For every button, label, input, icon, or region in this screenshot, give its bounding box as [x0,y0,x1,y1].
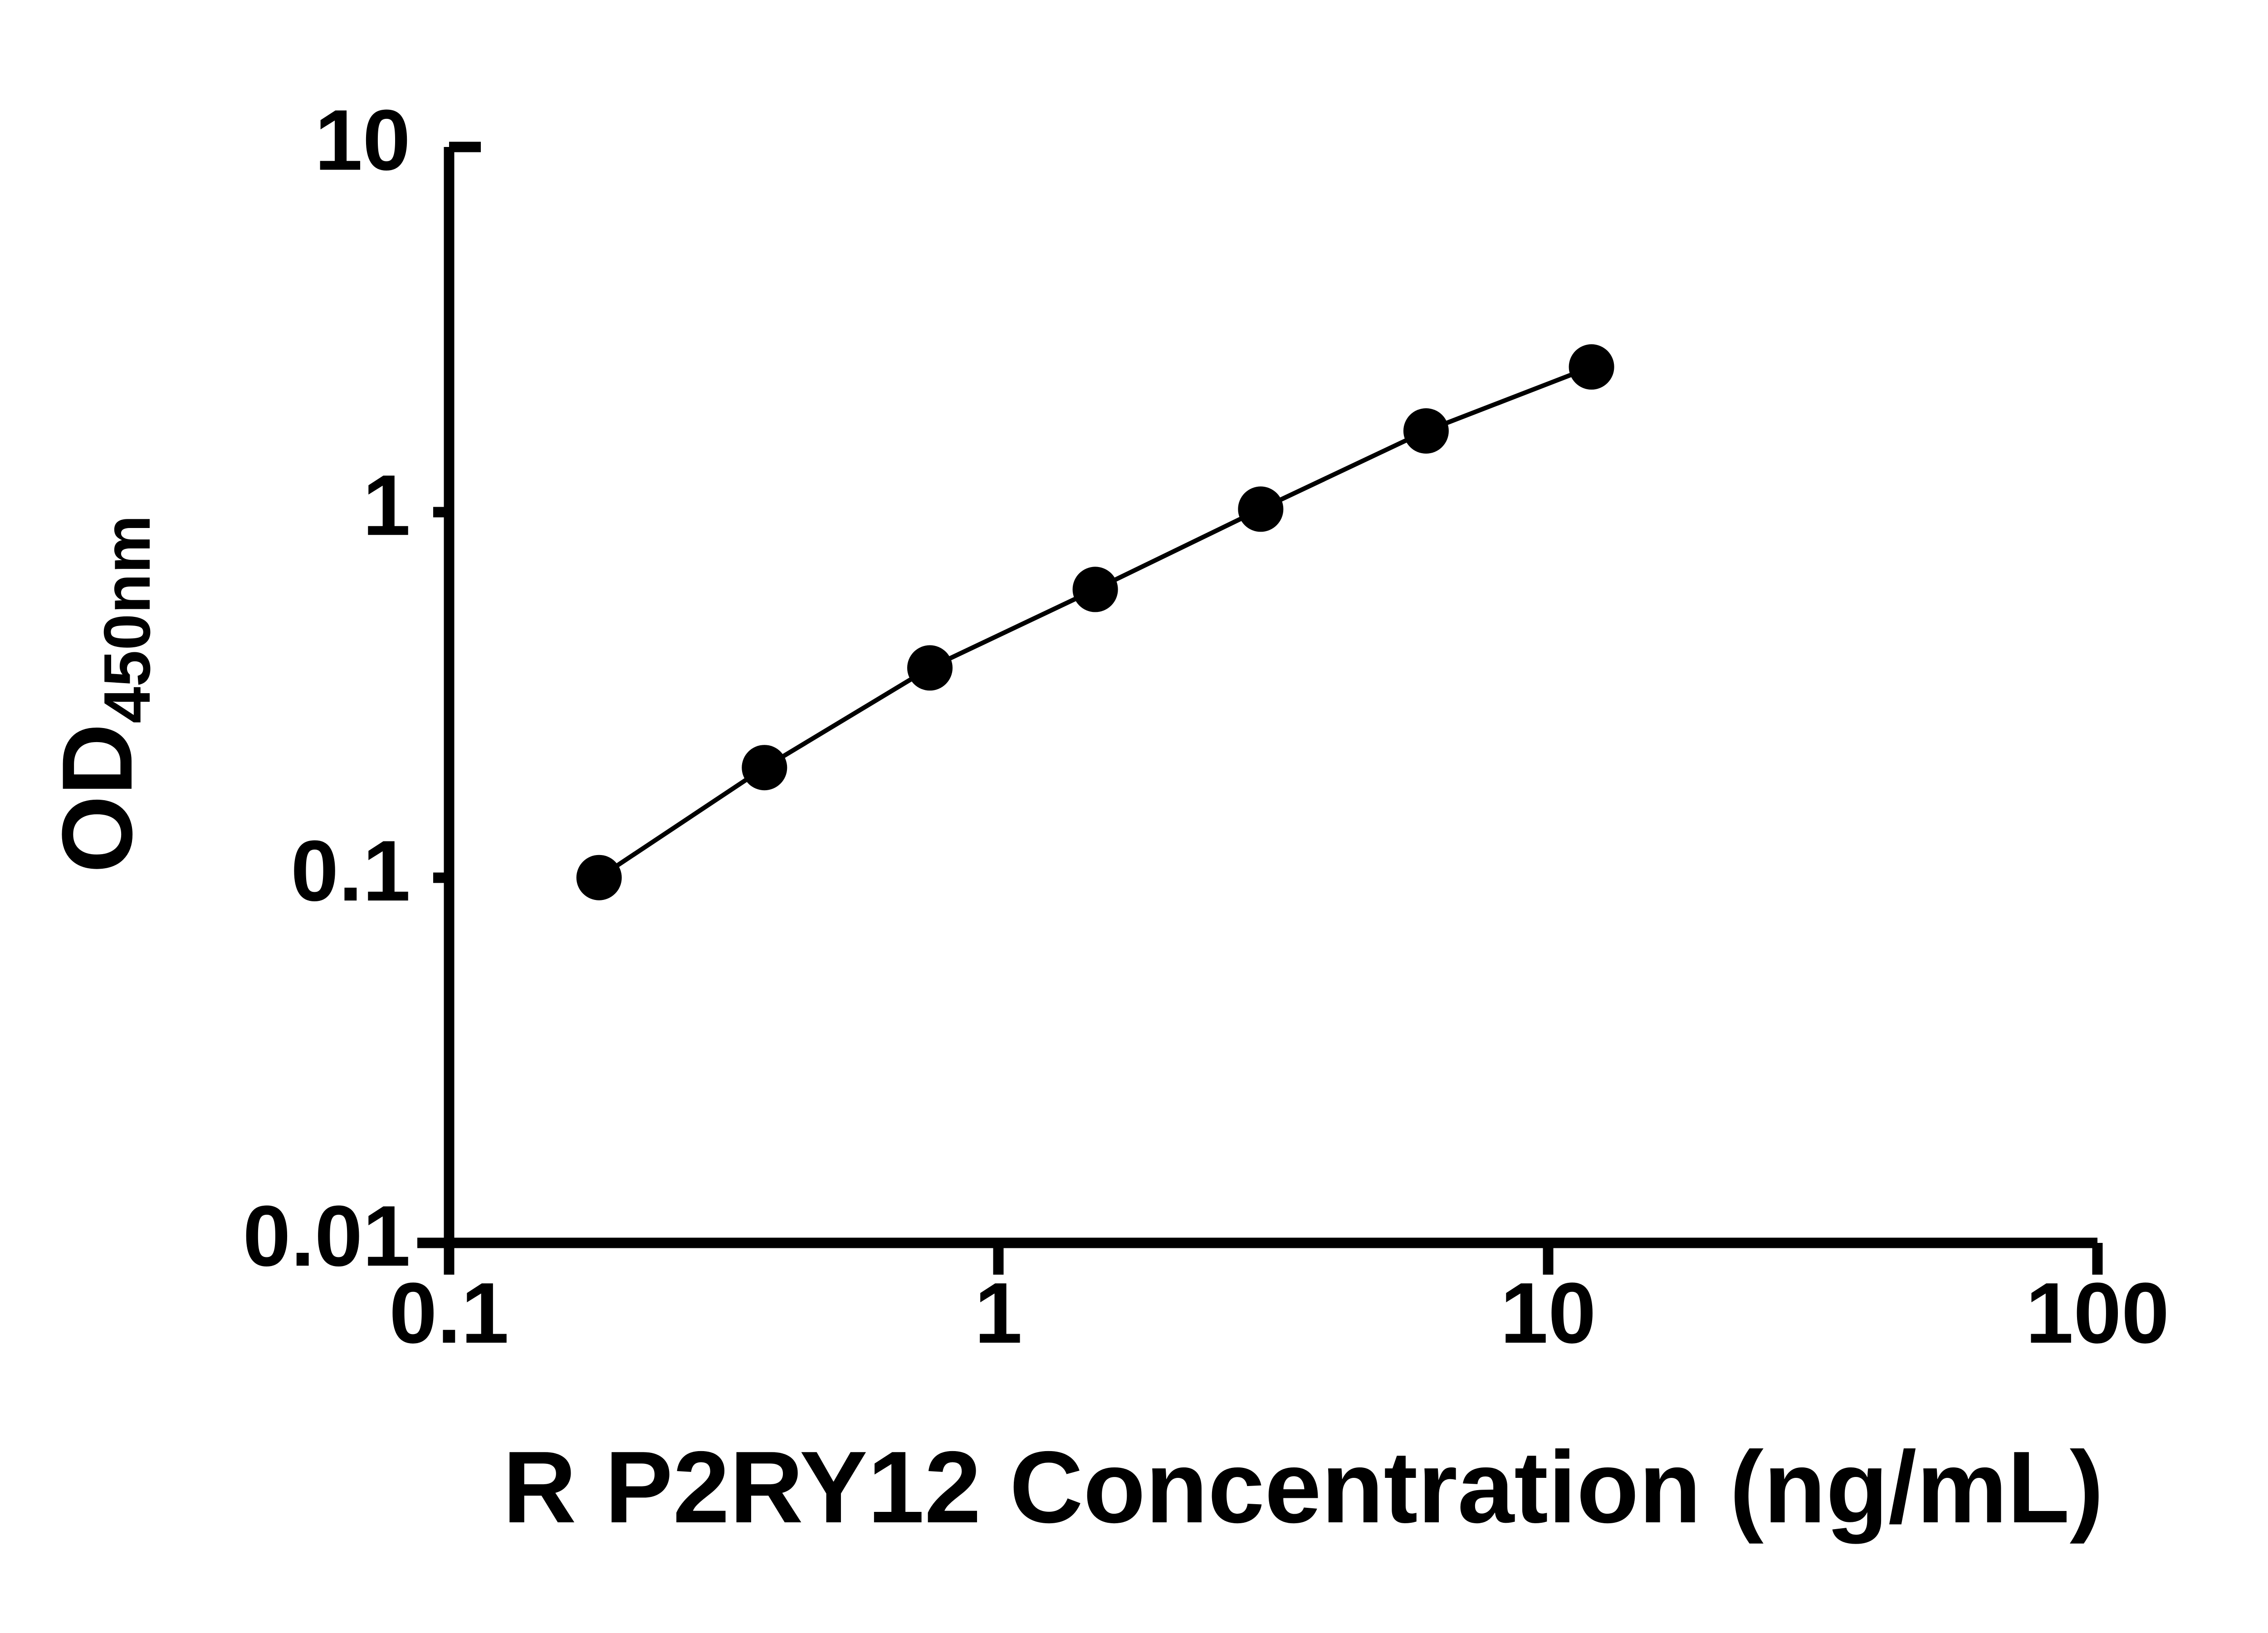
svg-text:0.1: 0.1 [291,823,411,919]
svg-text:0.01: 0.01 [243,1188,411,1284]
svg-text:1: 1 [974,1265,1022,1361]
svg-text:10: 10 [315,92,411,188]
svg-text:R P2RY12 Concentration (ng/mL): R P2RY12 Concentration (ng/mL) [503,1430,2103,1544]
svg-text:0.1: 0.1 [389,1265,509,1361]
svg-text:10: 10 [1500,1265,1596,1361]
svg-text:100: 100 [2025,1265,2169,1361]
svg-text:1: 1 [362,457,411,553]
